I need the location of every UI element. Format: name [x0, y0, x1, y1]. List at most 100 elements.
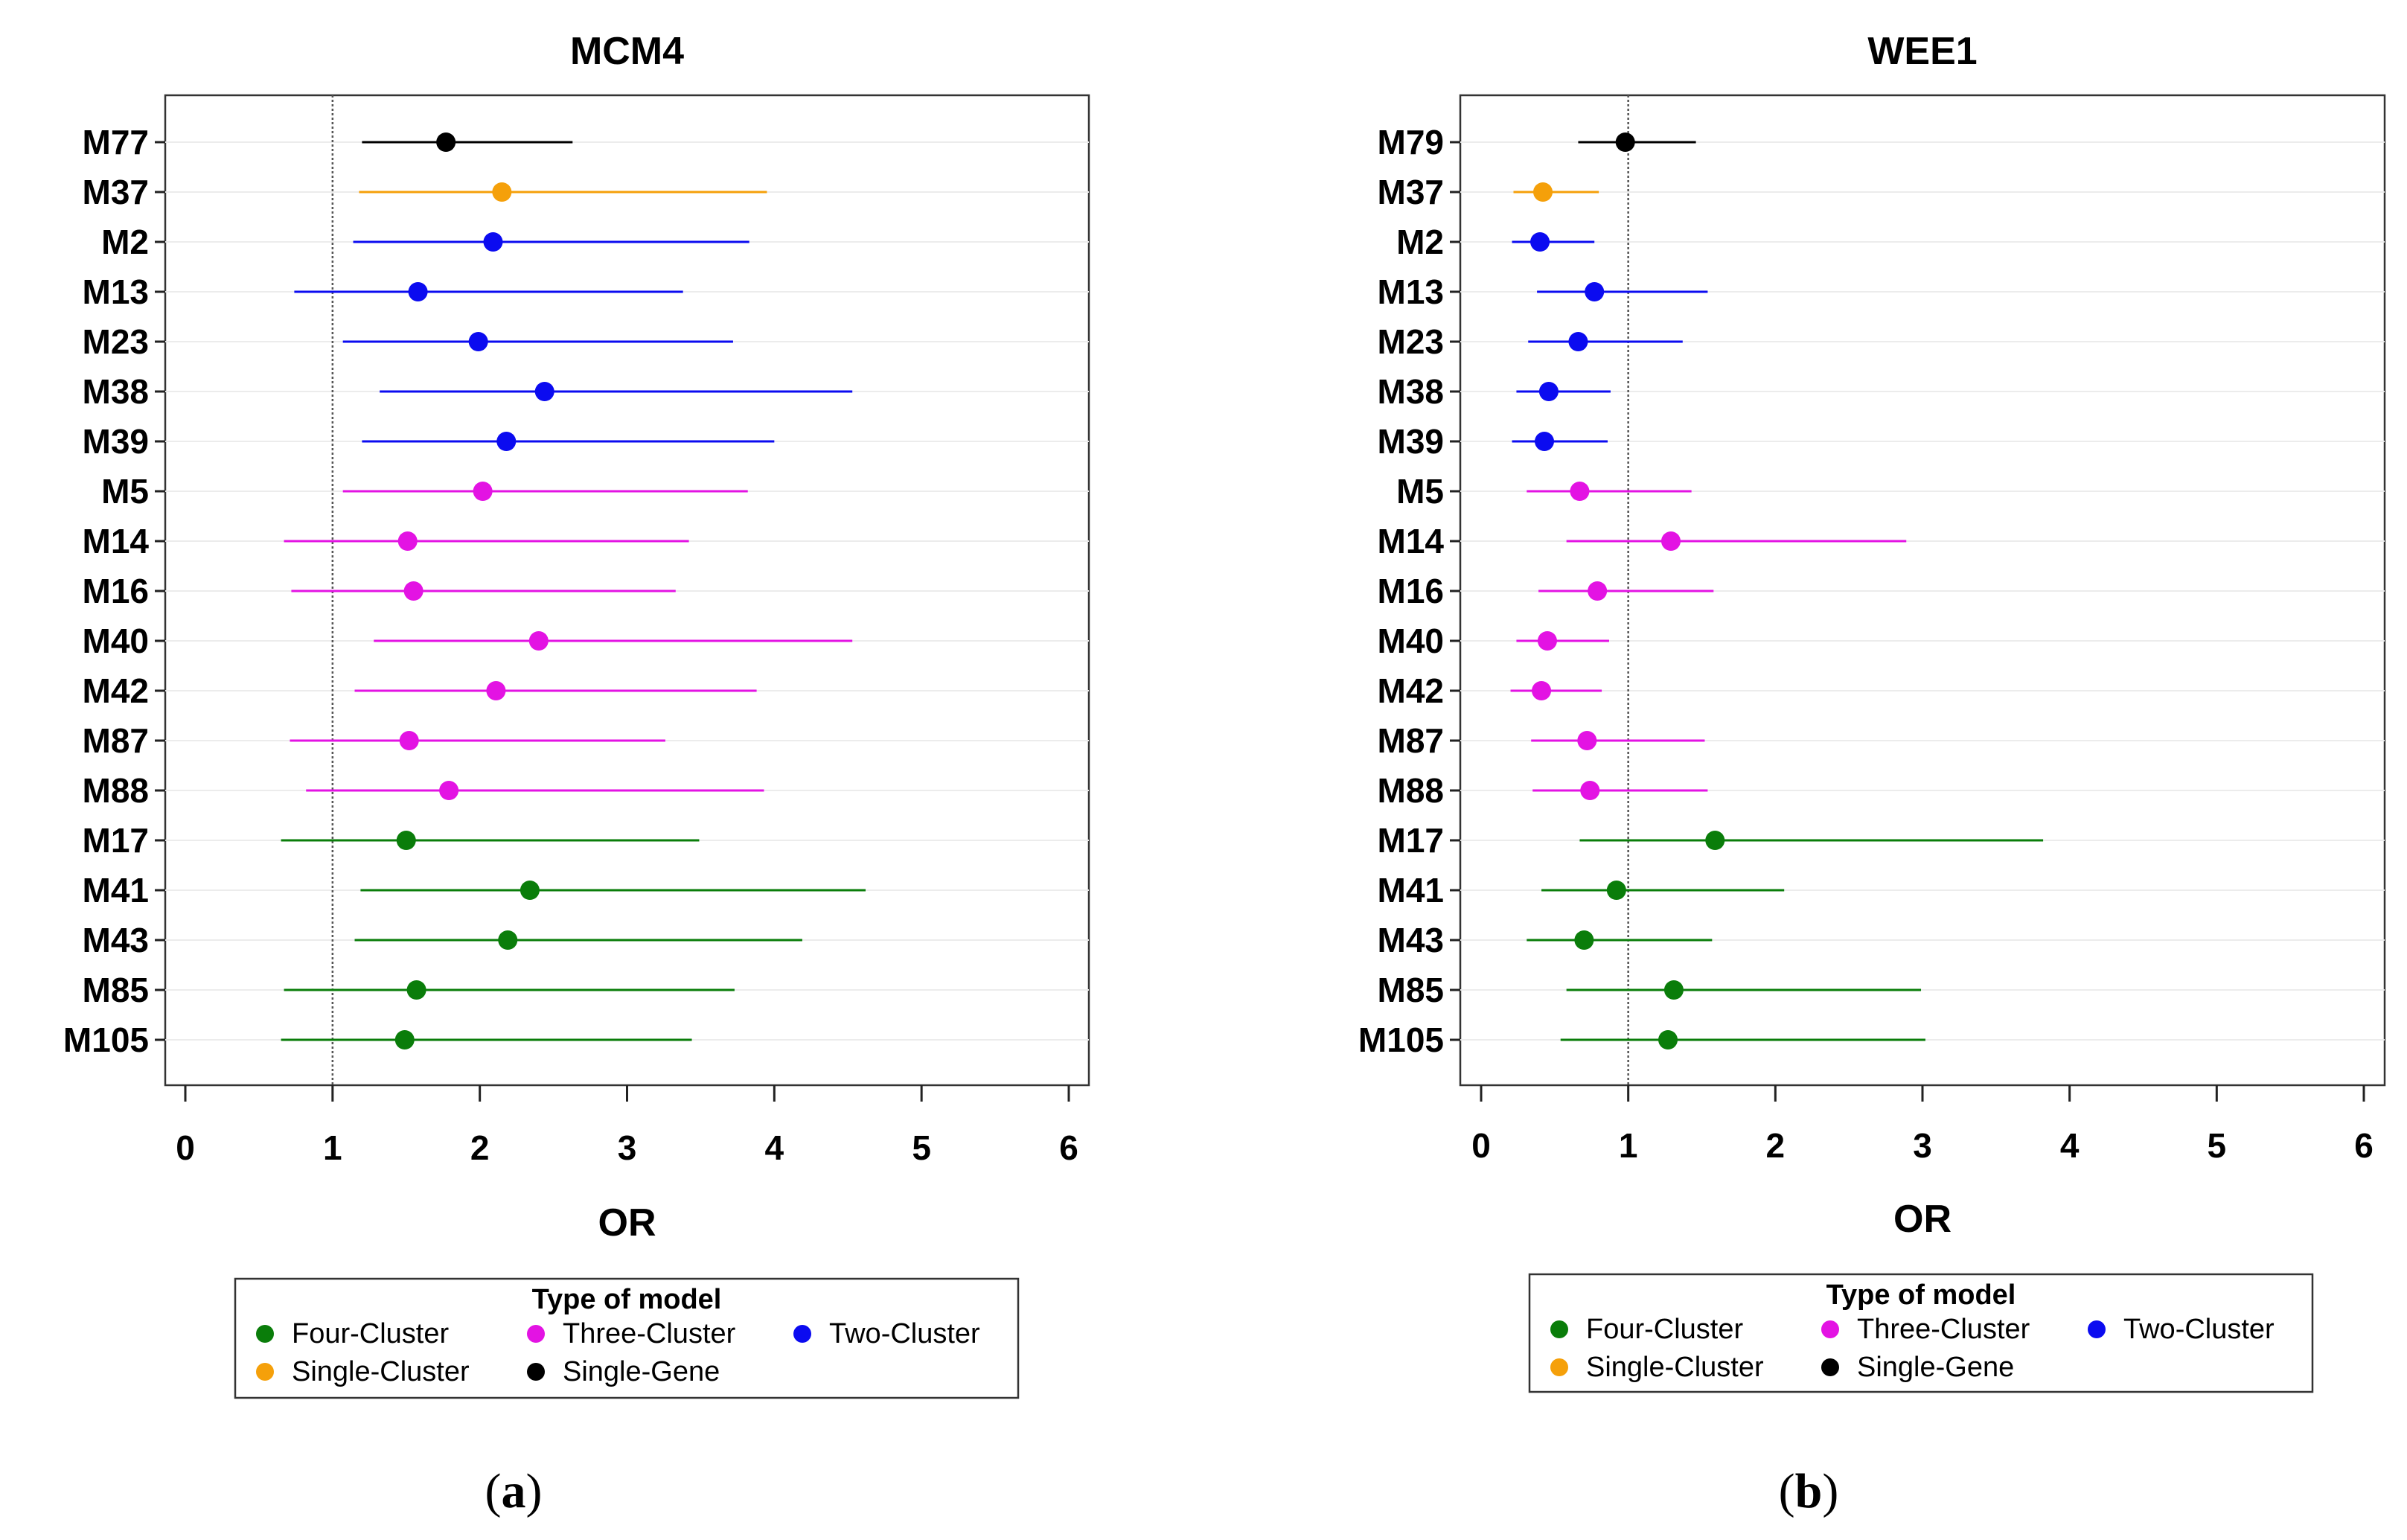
or-point-m39	[496, 432, 517, 451]
model-label-m23: M23	[83, 322, 149, 361]
model-label-m87: M87	[1378, 721, 1444, 760]
or-point-m40	[528, 631, 549, 651]
model-label-m85: M85	[83, 971, 149, 1009]
model-label-m40: M40	[83, 622, 149, 660]
or-point-m43	[1574, 930, 1594, 950]
model-label-m2: M2	[1396, 223, 1444, 261]
x-tick-label: 2	[1766, 1126, 1786, 1165]
model-label-m43: M43	[1378, 921, 1444, 959]
model-label-m5: M5	[101, 472, 149, 511]
chart-panel-mcm4: MCM4 0 1 2 3 4 5 6 OR M77 M37 M2 M13 M23 M38 M39 M5 M14 M1…	[63, 30, 1090, 1518]
model-label-m43: M43	[83, 921, 149, 959]
chart-title: WEE1	[1867, 30, 1977, 73]
model-label-m42: M42	[83, 671, 149, 710]
model-label-m14: M14	[1378, 522, 1445, 560]
model-label-m16: M16	[83, 572, 149, 610]
or-point-m23	[1568, 332, 1588, 351]
or-point-m85	[406, 980, 426, 1000]
model-label-m79: M79	[1378, 123, 1444, 162]
or-point-m5	[1570, 482, 1590, 501]
legend-label-four: Four-Cluster	[292, 1318, 449, 1349]
subfigure-caption: (b)	[1779, 1464, 1839, 1518]
legend-label-single_cluster: Single-Cluster	[1586, 1352, 1764, 1383]
or-point-m16	[1588, 581, 1608, 601]
legend-label-single_cluster: Single-Cluster	[292, 1356, 470, 1387]
or-point-m37	[492, 182, 512, 202]
or-point-m16	[403, 581, 423, 601]
or-point-m40	[1537, 631, 1557, 651]
chart-title: MCM4	[570, 30, 684, 73]
or-point-m23	[468, 332, 488, 351]
or-point-m79	[1615, 132, 1635, 152]
model-label-m38: M38	[83, 372, 149, 411]
legend-marker-four	[1550, 1320, 1568, 1338]
legend-marker-single_gene	[527, 1363, 545, 1381]
legend-title: Type of model	[532, 1284, 722, 1315]
or-point-m2	[1530, 232, 1550, 252]
or-point-m87	[399, 731, 419, 750]
or-point-m17	[1705, 831, 1725, 850]
legend-label-two: Two-Cluster	[829, 1318, 980, 1349]
or-point-m105	[394, 1030, 415, 1049]
or-point-m39	[1534, 432, 1554, 451]
model-label-m105: M105	[1358, 1020, 1444, 1059]
or-point-m88	[439, 781, 459, 800]
legend-marker-single_cluster	[256, 1363, 274, 1381]
legend-box	[234, 1277, 1020, 1399]
x-tick-label: 6	[2354, 1126, 2374, 1165]
x-axis-title: OR	[1893, 1198, 1952, 1241]
or-point-m43	[498, 930, 518, 950]
x-tick-label: 1	[1619, 1126, 1638, 1165]
or-point-m87	[1577, 731, 1597, 750]
legend-title: Type of model	[1826, 1279, 2016, 1311]
model-label-m77: M77	[83, 123, 149, 162]
legend: Type of model Four-Cluster Three-Cluster Tw…	[234, 1277, 1020, 1399]
legend-marker-three	[1821, 1320, 1839, 1338]
or-point-m5	[473, 482, 493, 501]
model-label-m17: M17	[1378, 821, 1444, 860]
model-label-m42: M42	[1378, 671, 1444, 710]
or-point-m13	[408, 282, 428, 301]
model-label-m5: M5	[1396, 472, 1444, 511]
x-tick-label: 0	[1471, 1126, 1491, 1165]
x-tick-label: 5	[2208, 1126, 2227, 1165]
model-label-m37: M37	[83, 173, 149, 211]
or-point-m105	[1658, 1030, 1678, 1049]
subfigure-caption: (a)	[485, 1464, 543, 1518]
or-point-m85	[1663, 980, 1684, 1000]
or-point-m2	[483, 232, 503, 252]
model-label-m85: M85	[1378, 971, 1444, 1009]
x-tick-label: 1	[323, 1128, 342, 1167]
model-label-m13: M13	[83, 272, 149, 311]
model-label-m38: M38	[1378, 372, 1444, 411]
legend-marker-three	[527, 1325, 545, 1343]
x-tick-label: 5	[912, 1128, 931, 1167]
model-label-m13: M13	[1378, 272, 1444, 311]
x-tick-label: 6	[1059, 1128, 1078, 1167]
model-label-m14: M14	[83, 522, 150, 560]
legend-marker-single_cluster	[1550, 1358, 1568, 1376]
or-point-m37	[1533, 182, 1553, 202]
or-point-m17	[396, 831, 416, 850]
model-label-m88: M88	[83, 771, 149, 810]
or-point-m41	[1606, 881, 1626, 900]
or-point-m13	[1585, 282, 1605, 301]
or-point-m42	[486, 681, 506, 700]
legend-label-single_gene: Single-Gene	[1857, 1352, 2014, 1383]
legend-label-three: Three-Cluster	[563, 1318, 736, 1349]
legend-marker-four	[256, 1325, 274, 1343]
or-point-m14	[397, 531, 418, 551]
model-label-m37: M37	[1378, 173, 1444, 211]
legend-label-four: Four-Cluster	[1586, 1314, 1743, 1345]
model-label-m88: M88	[1378, 771, 1444, 810]
legend-marker-two	[2088, 1320, 2106, 1338]
x-axis-title: OR	[598, 1201, 656, 1245]
or-point-m38	[534, 382, 554, 401]
legend: Type of model Four-Cluster Three-Cluster Tw…	[1528, 1273, 2314, 1393]
legend-label-two: Two-Cluster	[2123, 1314, 2275, 1345]
or-point-m14	[1660, 531, 1681, 551]
model-label-m39: M39	[83, 422, 149, 461]
model-label-m23: M23	[1378, 322, 1444, 361]
x-tick-label: 3	[1913, 1126, 1932, 1165]
